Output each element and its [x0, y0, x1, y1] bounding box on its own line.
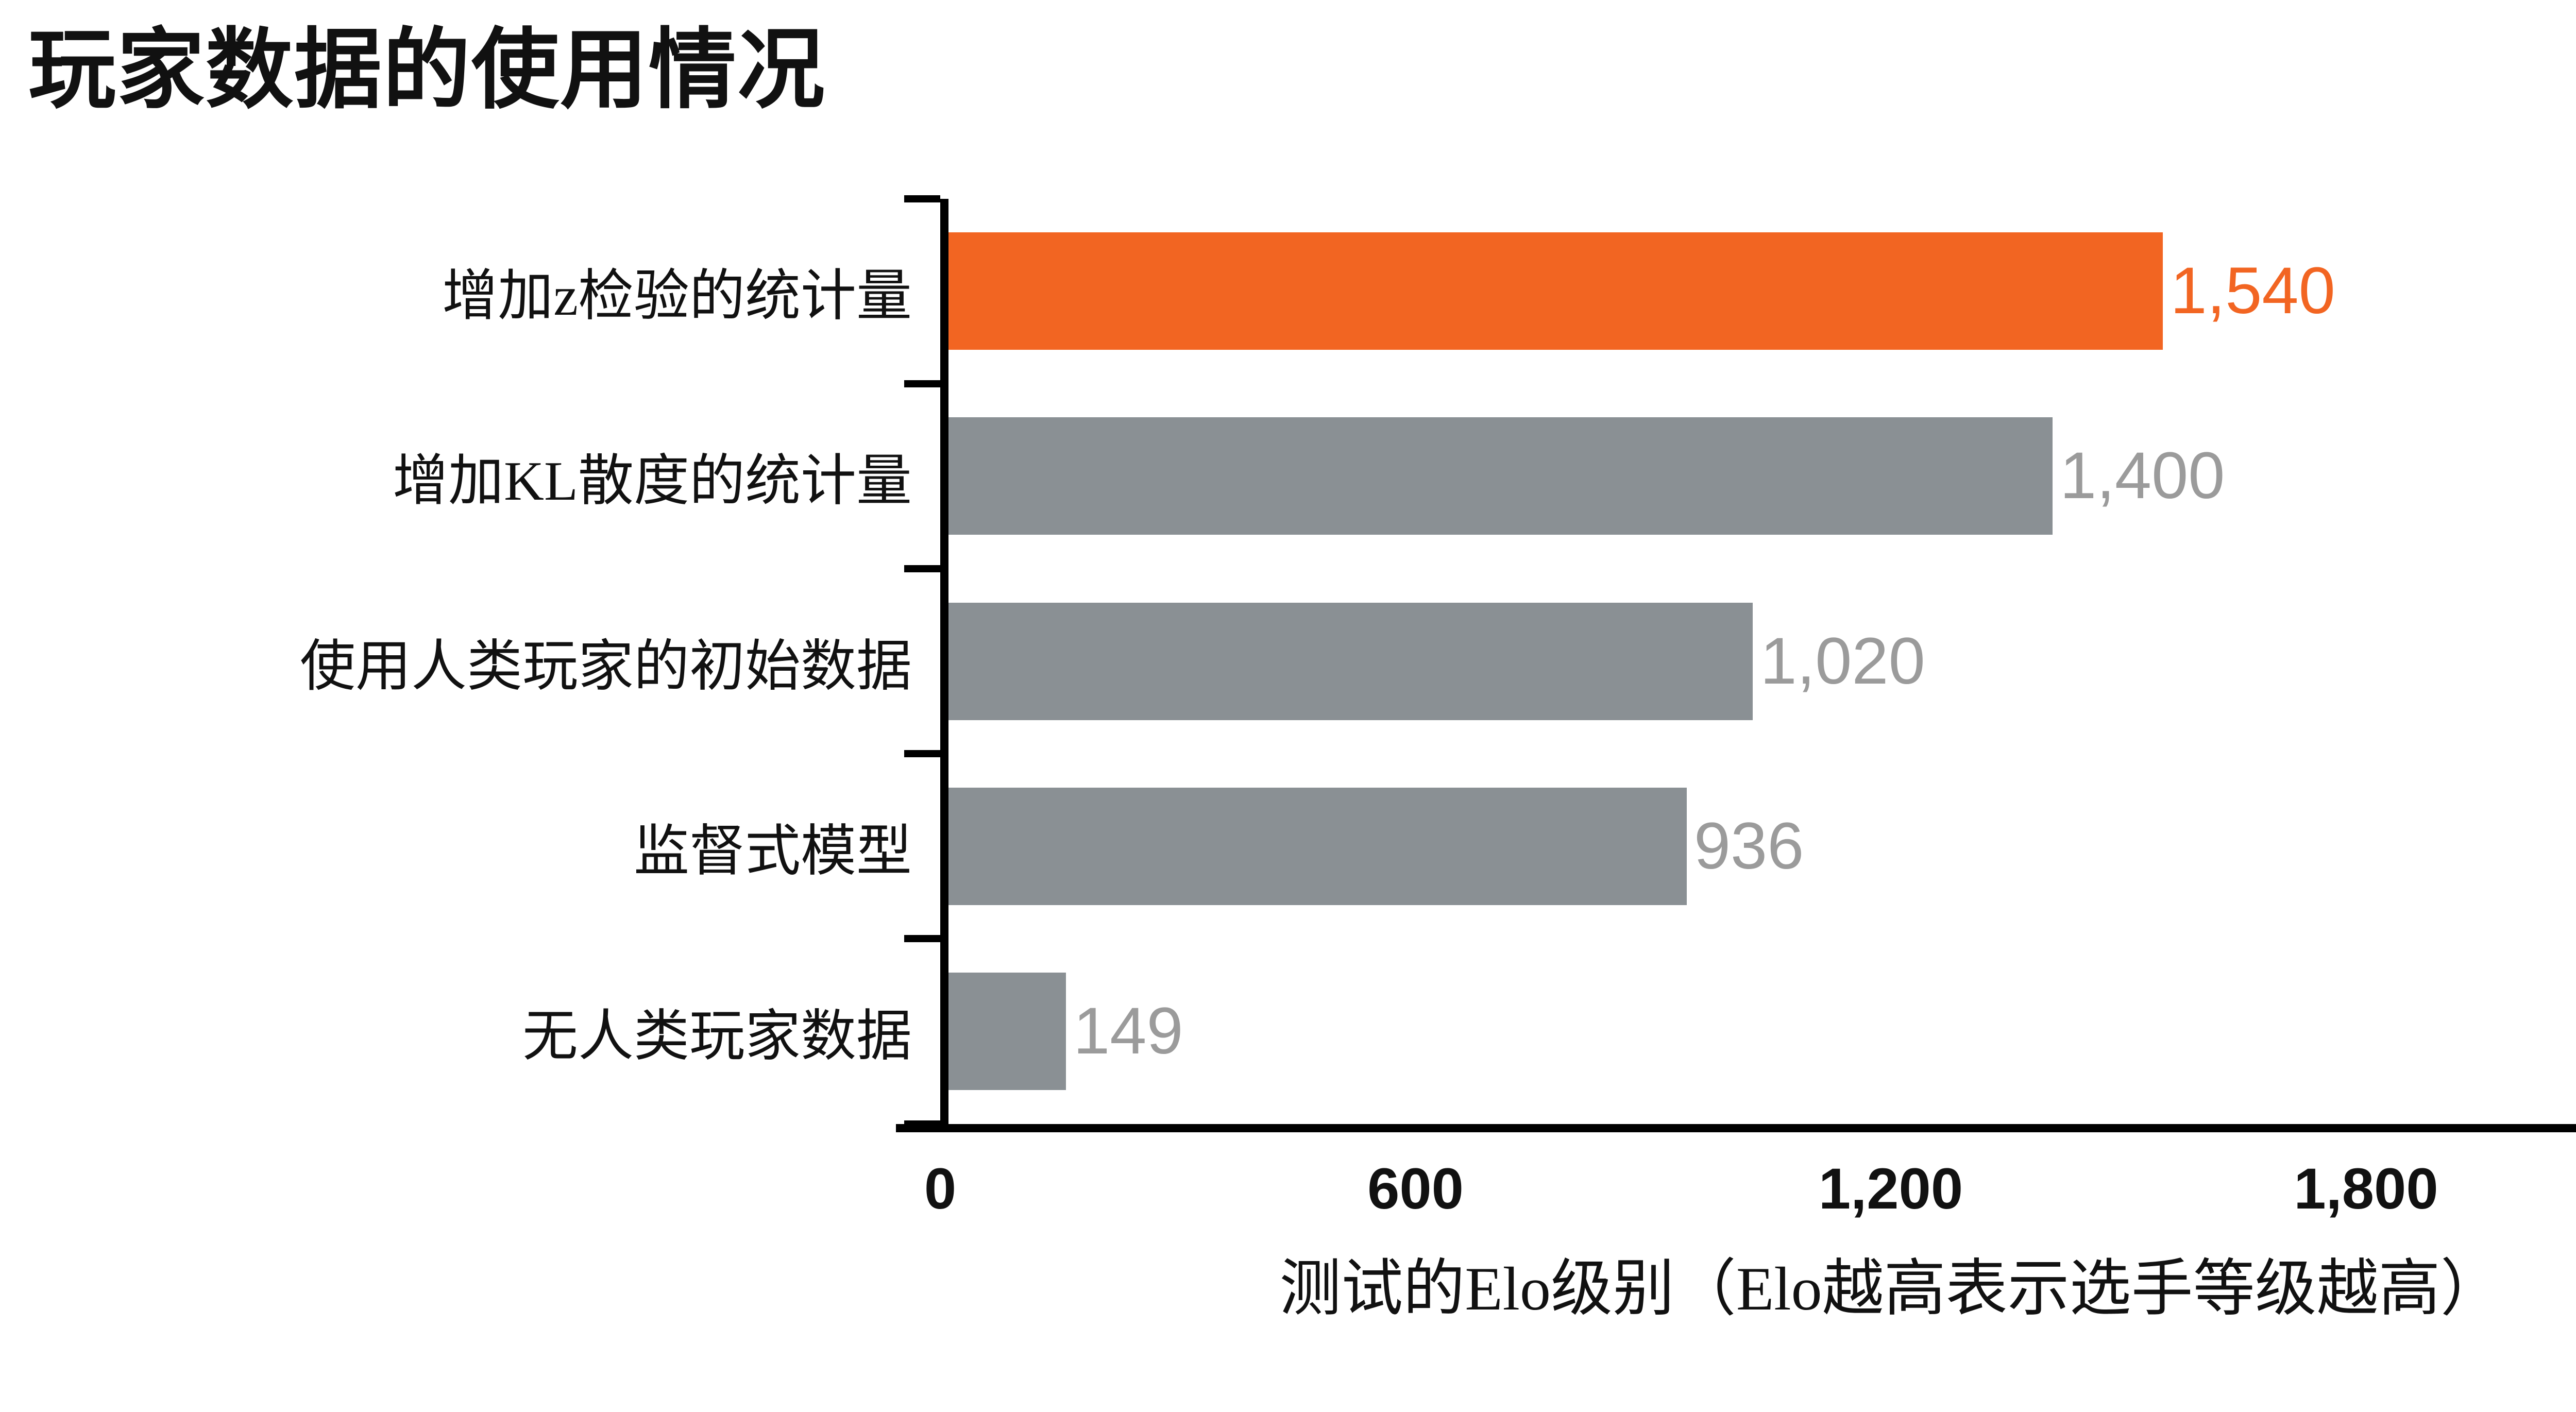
- bar-row: 1,400: [948, 384, 2576, 569]
- x-tick-label: 1,200: [1818, 1156, 1963, 1221]
- category-labels-column: 增加z检验的统计量增加KL散度的统计量使用人类玩家的初始数据监督式模型无人类玩家…: [28, 199, 940, 1124]
- category-label: 增加KL散度的统计量: [393, 451, 912, 513]
- bar-track: 1,540: [948, 199, 2576, 384]
- category-label: 无人类玩家数据: [522, 1006, 912, 1067]
- bar-value-label: 1,020: [1760, 624, 1925, 698]
- bar-value-label: 936: [1693, 809, 1804, 883]
- y-axis-tick: [904, 935, 940, 943]
- chart-title: 玩家数据的使用情况: [28, 22, 826, 119]
- highlighted-bar: [948, 232, 2163, 350]
- bar-track: 1,020: [948, 569, 2576, 754]
- bar-segment: [948, 602, 1753, 720]
- category-label: 监督式模型: [633, 821, 912, 882]
- bar-segment: [948, 417, 2053, 535]
- x-tick-label: 600: [1367, 1156, 1464, 1221]
- y-axis-tick: [904, 565, 940, 572]
- x-axis-line: [896, 1124, 2576, 1132]
- y-axis-tick: [904, 750, 940, 758]
- y-axis-tick: [904, 380, 940, 387]
- y-axis-tick: [904, 195, 940, 202]
- bar-value-label: 1,540: [2170, 254, 2335, 328]
- bar-track: 936: [948, 754, 2576, 939]
- bar-segment: [948, 972, 1066, 1090]
- x-axis-label: 测试的Elo级别（Elo越高表示选手等级越高）: [1279, 1254, 2502, 1323]
- bar-value-label: 149: [1073, 994, 1183, 1068]
- bar-rows: 1,540 1,400 1,020 936 149: [948, 199, 2576, 1124]
- bar-chart: 玩家数据的使用情况 增加z检验的统计量增加KL散度的统计量使用人类玩家的初始数据…: [28, 22, 2576, 1328]
- x-tick-label: 0: [924, 1156, 957, 1221]
- plot-body: 1,540 1,400 1,020 936 149: [904, 195, 2576, 1128]
- bar-track: 1,400: [948, 384, 2576, 569]
- x-tick-label: 1,800: [2294, 1156, 2438, 1221]
- bar-row: 1,020: [948, 569, 2576, 754]
- bar-value-label: 1,400: [2060, 439, 2225, 513]
- bar-segment: [948, 787, 1687, 905]
- bar-row: 936: [948, 754, 2576, 939]
- plot-area: 增加z检验的统计量增加KL散度的统计量使用人类玩家的初始数据监督式模型无人类玩家…: [28, 195, 2576, 1328]
- bar-row: 149: [948, 939, 2576, 1124]
- category-label: 使用人类玩家的初始数据: [299, 636, 912, 698]
- bar-row: 1,540: [948, 199, 2576, 384]
- bar-track: 149: [948, 939, 2576, 1124]
- y-axis-tick: [904, 1120, 940, 1128]
- category-label: 增加z检验的统计量: [442, 266, 912, 328]
